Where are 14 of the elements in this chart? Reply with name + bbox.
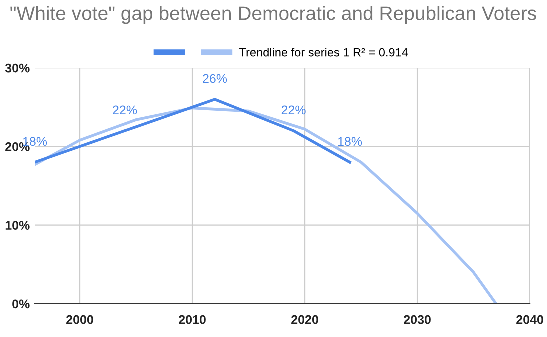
data-label: 22% (282, 106, 306, 115)
y-tick-label: 0% (12, 300, 30, 309)
x-tick-label: 2030 (404, 315, 431, 324)
chart-title: "White vote" gap between Democratic and Republican Voters (10, 6, 536, 24)
data-label: 26% (203, 74, 228, 84)
x-tick-label: 2020 (292, 315, 318, 324)
y-tick-label: 10% (6, 221, 30, 230)
data-label: 22% (113, 106, 138, 115)
x-tick-label: 2010 (179, 315, 206, 324)
legend-label: Trendline for series 1 R² = 0.914 (240, 48, 408, 57)
y-tick-label: 30% (5, 64, 30, 73)
x-tick-label: 2000 (66, 315, 94, 324)
data-label: 18% (338, 137, 362, 146)
x-tick-label: 2040 (516, 315, 544, 324)
